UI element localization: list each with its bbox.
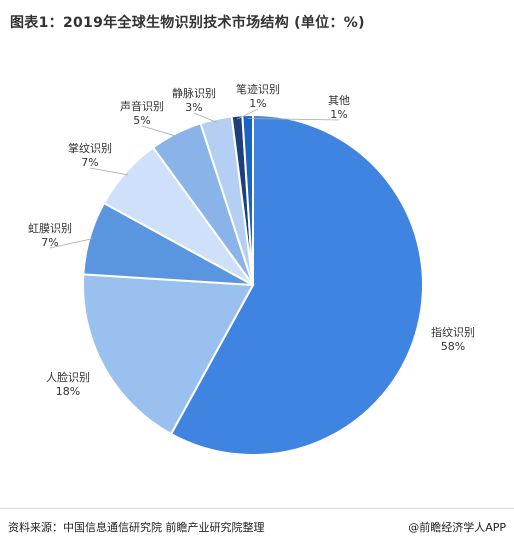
leader-line-2	[49, 238, 94, 249]
slice-value-2: 7%	[41, 236, 58, 249]
source-note: 资料来源：中国信息通信研究院 前瞻产业研究院整理	[8, 521, 265, 534]
slice-label-7: 其他	[328, 94, 350, 107]
slice-value-5: 3%	[185, 101, 202, 114]
slice-value-4: 5%	[133, 114, 150, 127]
leader-line-5	[193, 112, 217, 123]
slice-value-6: 1%	[249, 97, 266, 110]
slice-value-3: 7%	[81, 156, 98, 169]
slice-label-1: 人脸识别	[46, 370, 90, 384]
pie-slice-7	[241, 113, 254, 286]
pie-slice-1	[82, 273, 255, 436]
leader-line-6	[237, 108, 259, 120]
slice-value-0: 58%	[441, 340, 465, 353]
slice-value-1: 18%	[56, 385, 80, 398]
slice-label-0: 指纹识别	[431, 325, 475, 339]
leader-line-7	[247, 118, 340, 121]
slice-label-2: 虹膜识别	[28, 222, 72, 235]
leader-line-4	[141, 125, 178, 137]
slice-label-4: 声音识别	[120, 99, 164, 113]
footer: 资料来源：中国信息通信研究院 前瞻产业研究院整理 @前瞻经济学人APP	[0, 508, 514, 543]
brand-credit: @前瞻经济学人APP	[408, 521, 506, 534]
chart-title: 图表1：2019年全球生物识别技术市场结构 (单位：%)	[10, 15, 365, 31]
pie-slice-0	[169, 113, 424, 456]
leader-line-3	[89, 167, 129, 176]
slice-label-5: 静脉识别	[172, 86, 216, 100]
slice-label-3: 掌纹识别	[68, 141, 112, 155]
slice-value-7: 1%	[330, 108, 347, 121]
slice-label-6: 笔迹识别	[236, 82, 280, 96]
